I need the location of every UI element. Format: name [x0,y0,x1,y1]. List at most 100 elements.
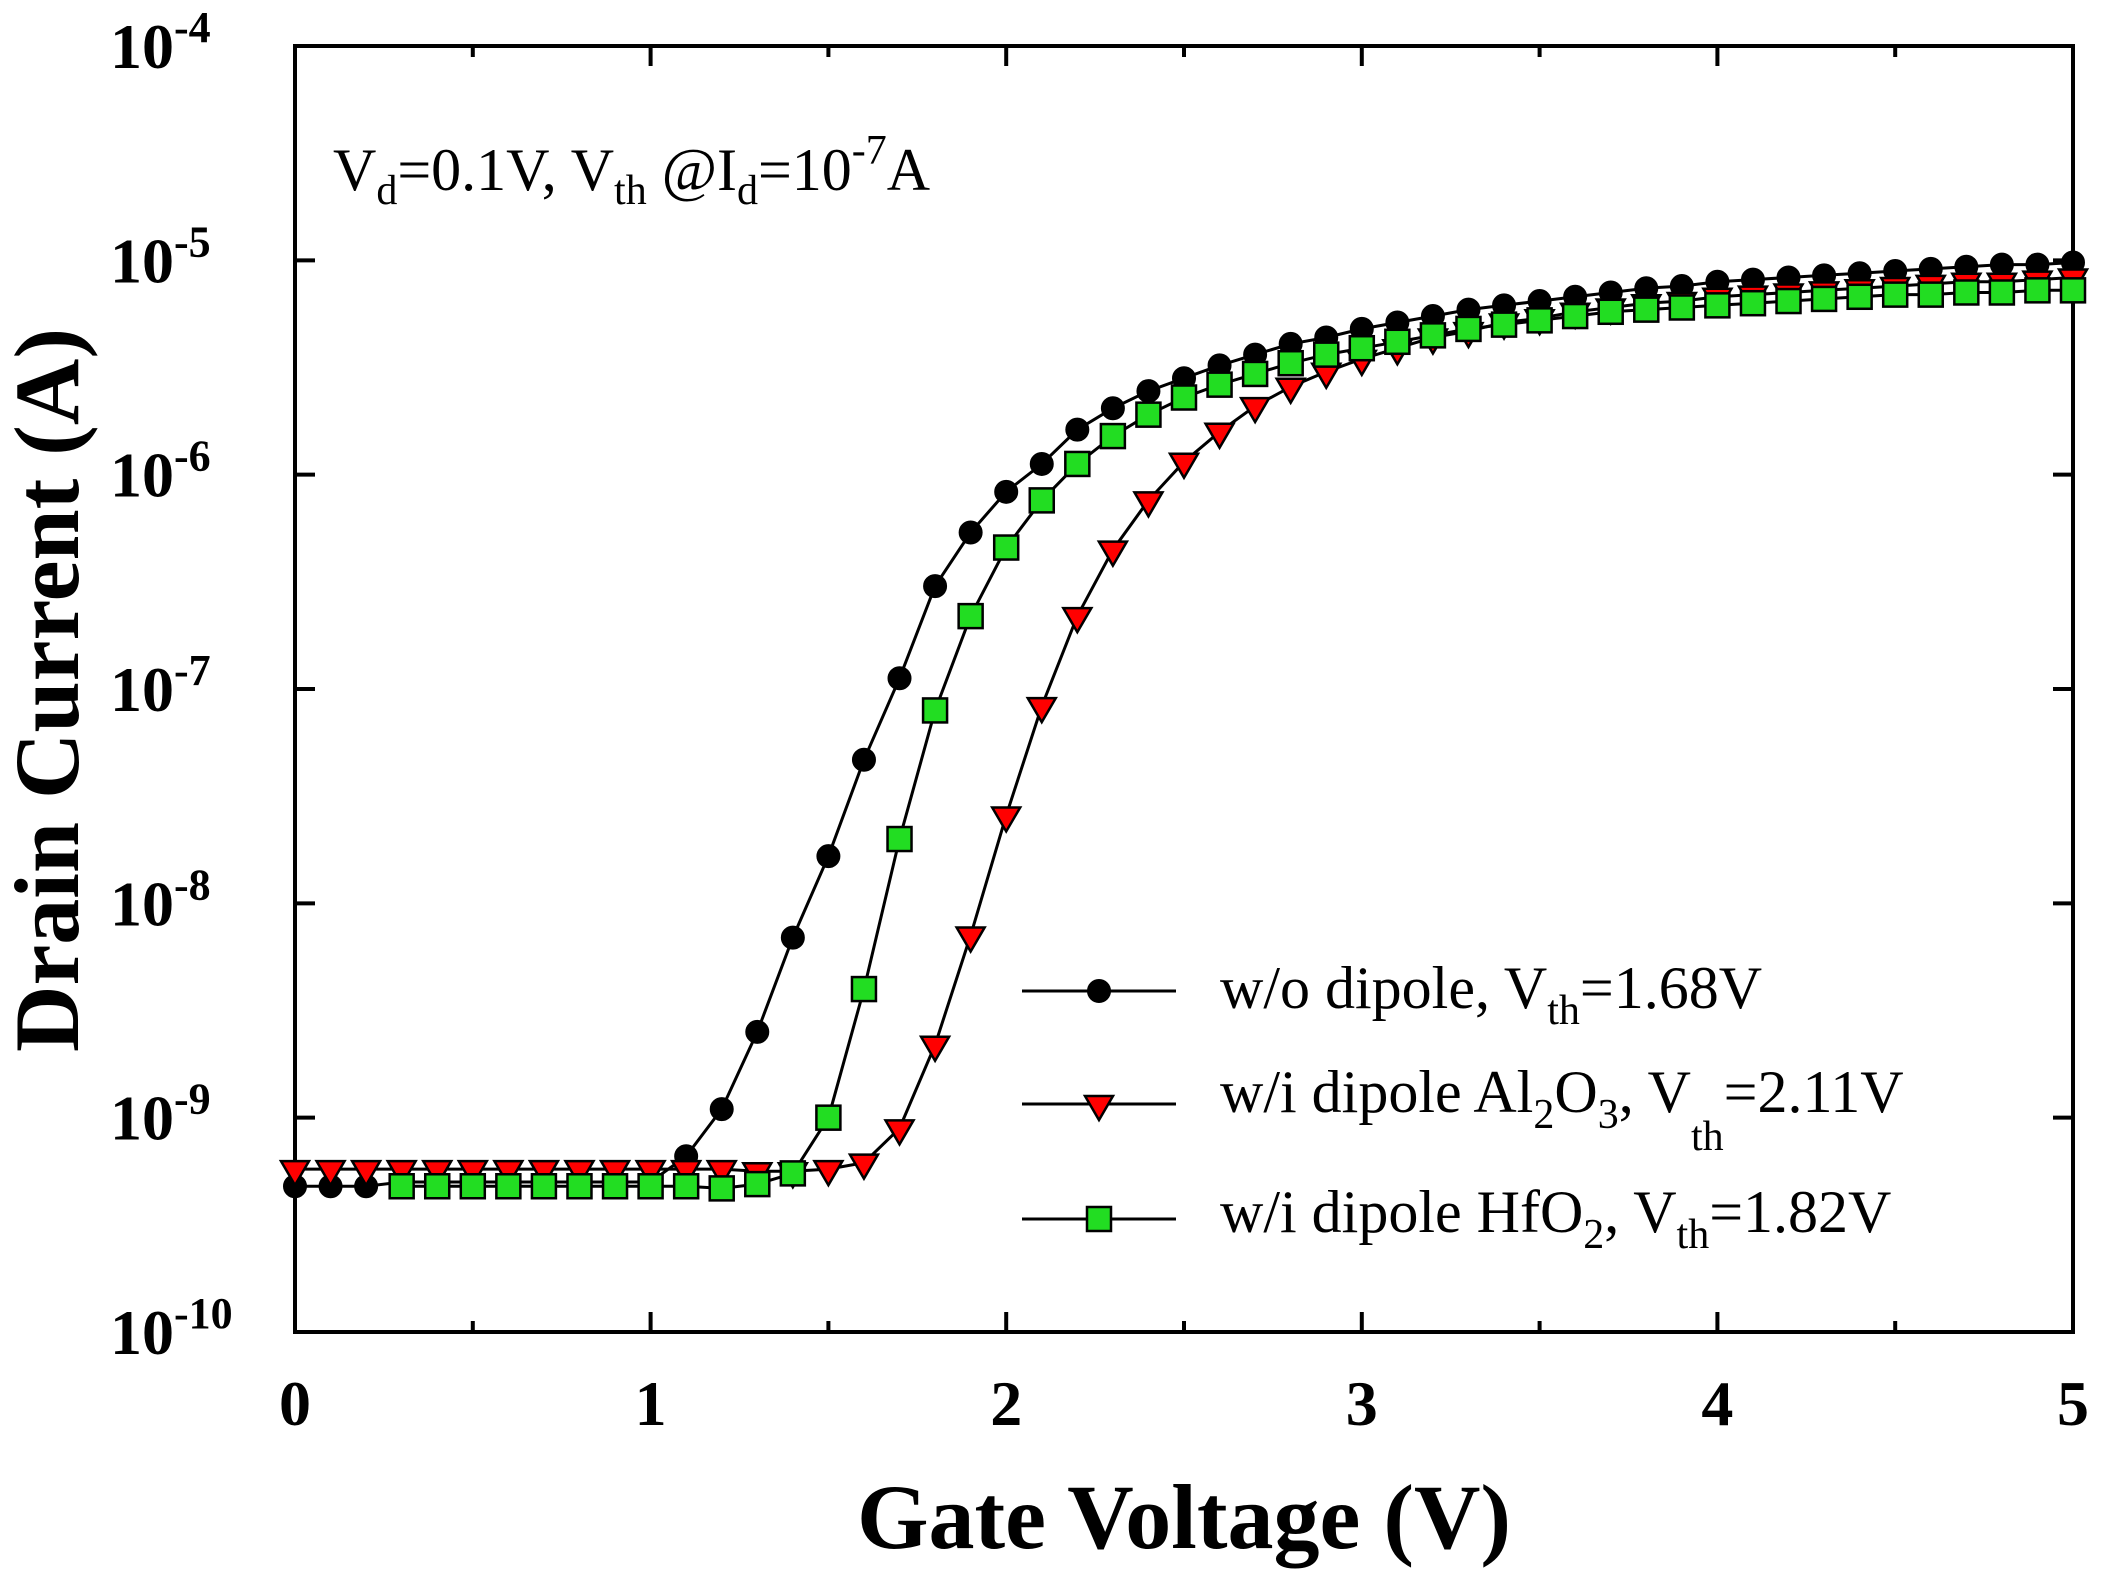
y-tick-label: 10-6 [110,432,211,511]
x-axis-title: Gate Voltage (V) [857,1466,1511,1568]
data-point [816,844,841,869]
data-point [883,1119,916,1147]
data-point [1846,283,1873,311]
x-tick-label: 2 [990,1368,1022,1439]
data-point [1526,307,1553,334]
y-tick-label: 10-9 [110,1075,211,1154]
y-tick-labels: 10-10 10-9 10-8 10-7 10-6 10-5 10-4 [110,3,233,1368]
x-tick-label: 1 [635,1368,667,1439]
data-point [1028,487,1056,514]
data-point [1065,417,1090,442]
data-point [958,520,983,545]
data-point [1064,450,1091,478]
data-point [815,1104,842,1131]
data-point [1988,279,2016,306]
plot-frame [293,44,2075,1334]
x-tick-label: 0 [279,1368,311,1439]
data-point [990,806,1023,834]
series-w-i-dipole-hfo2-vth-1-82v [388,277,2087,1202]
x-tick-label: 4 [1701,1368,1733,1439]
data-point [745,1019,770,1044]
data-point [1739,289,1767,317]
legend-marker-square [1085,1205,1113,1233]
data-point [314,1159,347,1188]
data-point [1061,606,1094,635]
data-point [1238,396,1272,425]
data-point [744,1170,771,1198]
data-point [851,747,876,772]
legend-marker-circle [1087,979,1111,1003]
y-tick-label: 10-10 [110,1289,233,1368]
data-point [705,1159,738,1188]
data-point [1881,281,1909,308]
data-point [886,825,913,853]
data-point [1029,451,1054,476]
data-point [1989,252,2014,277]
data-point [1099,422,1127,450]
x-tick-labels: 0 1 2 3 4 5 [279,1368,2089,1439]
series-line [295,276,2074,1173]
data-point [1633,296,1660,323]
data-point [779,1160,807,1187]
legend-label-without-dipole: w/o dipole, Vth=1.68V [1220,955,1762,1034]
data-point [601,1173,629,1200]
data-point [1384,328,1411,356]
data-point [1312,341,1340,368]
data-point [1277,349,1304,377]
data-point [1136,379,1161,404]
data-point [1775,287,1802,315]
data-point [992,534,1020,561]
series-layer [278,250,2090,1202]
data-point [1132,491,1165,519]
data-point [495,1173,522,1200]
data-point [1704,292,1731,319]
y-tick-label: 10-7 [110,646,211,725]
data-point [1096,540,1130,569]
data-point [1455,315,1482,343]
data-point [780,925,805,950]
data-point [1490,311,1518,338]
data-point [1953,279,1980,306]
data-point [1597,298,1624,326]
data-point [918,1035,952,1064]
data-point [637,1173,664,1200]
data-point [1274,377,1307,406]
series-line [401,288,2073,1190]
data-point [1561,302,1589,330]
data-point [1668,294,1696,321]
data-point [423,1173,451,1200]
data-point [812,1159,845,1188]
data-point [388,1173,415,1200]
data-point [672,1173,700,1200]
data-point [1167,452,1201,481]
legend-label-al2o3: w/i dipole Al2O3, Vth=2.11V [1220,1059,1904,1160]
data-point [459,1173,487,1200]
data-point [1348,334,1376,362]
data-point [957,602,984,630]
data-point [1025,696,1058,725]
y-tick-label: 10-8 [110,860,211,939]
data-point [1203,422,1236,451]
data-point [1917,281,1945,308]
data-point [1170,384,1198,411]
data-point [1241,360,1269,388]
data-point [2024,277,2051,304]
data-point [921,697,949,724]
data-point [2059,277,2087,304]
x-tick-label: 5 [2057,1368,2089,1439]
data-point [349,1159,383,1188]
data-point [994,479,1019,504]
data-point [708,1175,735,1202]
data-point [530,1173,558,1200]
x-tick-label: 3 [1346,1368,1378,1439]
condition-annotation: Vd=0.1V, Vth @Id=10-7A [333,128,930,214]
data-point [887,666,912,691]
data-point [1419,322,1447,349]
data-point [954,926,987,954]
data-point [847,1153,881,1182]
y-tick-label: 10-5 [110,217,211,296]
legend-marker-triangle [1082,1094,1116,1123]
data-point [566,1173,593,1200]
data-point [1135,401,1162,428]
